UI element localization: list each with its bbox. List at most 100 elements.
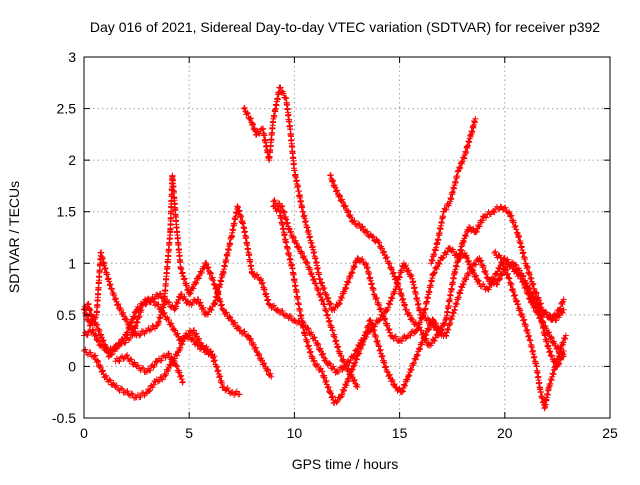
data-point <box>298 248 305 255</box>
data-point <box>548 333 555 340</box>
data-point <box>430 270 437 277</box>
plot-frame <box>83 56 611 419</box>
data-point <box>373 236 380 243</box>
data-point <box>407 332 414 339</box>
data-point <box>108 351 115 358</box>
data-point <box>560 351 567 358</box>
data-point <box>326 301 333 308</box>
series-track-11 <box>491 248 569 412</box>
data-point <box>234 323 241 330</box>
data-point <box>97 332 104 339</box>
data-points <box>81 84 569 412</box>
data-point <box>513 266 520 273</box>
data-point <box>329 177 336 184</box>
data-point <box>174 363 181 370</box>
data-point <box>156 291 163 298</box>
data-point <box>236 391 243 398</box>
data-point <box>327 300 334 307</box>
data-point <box>268 373 275 380</box>
data-point <box>404 376 411 383</box>
data-point <box>557 306 564 313</box>
data-point <box>466 261 473 268</box>
data-point <box>417 346 424 353</box>
data-point <box>482 267 489 274</box>
data-point <box>318 297 325 304</box>
data-point <box>280 90 287 97</box>
data-point <box>337 394 344 401</box>
data-point <box>219 306 226 313</box>
data-point <box>174 300 181 307</box>
data-point <box>472 115 479 122</box>
data-point <box>439 255 446 262</box>
data-point <box>456 165 463 172</box>
data-point <box>335 368 342 375</box>
data-point <box>129 391 136 398</box>
y-tick-label: 2.5 <box>57 101 77 117</box>
data-point <box>247 115 254 122</box>
data-point <box>500 260 507 267</box>
data-point <box>380 316 387 323</box>
data-point <box>173 303 180 310</box>
series-track-4 <box>112 350 186 386</box>
data-point <box>172 362 179 369</box>
data-point <box>179 378 186 385</box>
data-point <box>350 263 357 270</box>
data-point <box>382 255 389 262</box>
data-point <box>336 300 343 307</box>
data-point <box>165 351 172 358</box>
data-point <box>270 302 277 309</box>
data-point <box>472 273 479 280</box>
data-point <box>325 383 332 390</box>
data-point <box>196 275 203 282</box>
data-point <box>190 285 197 292</box>
data-point <box>400 381 407 388</box>
data-point <box>402 262 409 269</box>
data-point <box>390 270 397 277</box>
data-point <box>354 255 361 262</box>
data-point <box>461 275 468 282</box>
data-point <box>323 377 330 384</box>
data-point <box>373 295 380 302</box>
data-point <box>546 312 553 319</box>
data-point <box>363 228 370 235</box>
data-point <box>414 352 421 359</box>
data-point <box>418 315 425 322</box>
data-point <box>419 339 426 346</box>
data-point <box>264 366 271 373</box>
data-point <box>348 214 355 221</box>
data-point <box>459 280 466 287</box>
data-point <box>247 335 254 342</box>
data-point <box>334 398 341 405</box>
data-point <box>308 270 315 277</box>
data-point <box>153 358 160 365</box>
data-point <box>336 192 343 199</box>
data-point <box>174 352 181 359</box>
data-point <box>111 291 118 298</box>
data-point <box>348 371 355 378</box>
data-point <box>411 360 418 367</box>
data-point <box>292 237 299 244</box>
data-point <box>99 338 106 345</box>
data-point <box>181 293 188 300</box>
data-point <box>147 367 154 374</box>
data-point <box>406 309 413 316</box>
data-point <box>287 228 294 235</box>
data-point <box>142 328 149 335</box>
y-tick-label: -0.5 <box>52 410 76 426</box>
data-point <box>399 338 406 345</box>
data-point <box>187 290 194 297</box>
data-point <box>478 257 485 264</box>
data-point <box>136 313 143 320</box>
data-point <box>293 240 300 247</box>
data-point <box>155 293 162 300</box>
data-point <box>304 259 311 266</box>
data-point <box>136 332 143 339</box>
data-point <box>492 248 499 255</box>
data-point <box>461 155 468 162</box>
data-point <box>342 362 349 369</box>
data-point <box>531 303 538 310</box>
data-point <box>92 331 99 338</box>
data-point <box>557 305 564 312</box>
data-point <box>408 273 415 280</box>
data-point <box>282 94 289 101</box>
